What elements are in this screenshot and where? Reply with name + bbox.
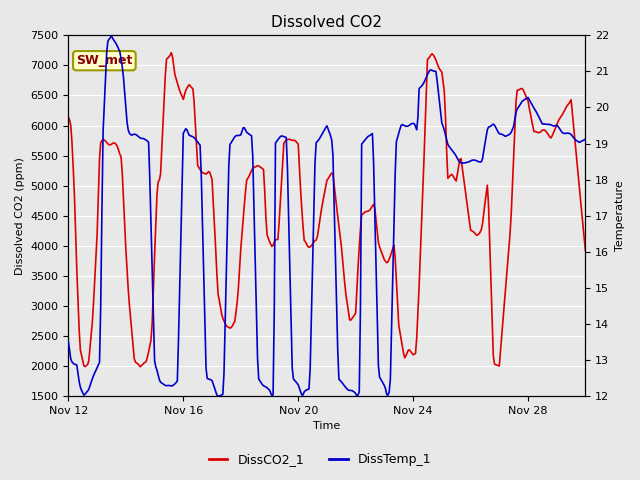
Y-axis label: Dissolved CO2 (ppm): Dissolved CO2 (ppm) <box>15 157 25 275</box>
Y-axis label: Temperature: Temperature <box>615 180 625 251</box>
Title: Dissolved CO2: Dissolved CO2 <box>271 15 383 30</box>
Text: SW_met: SW_met <box>76 54 132 67</box>
X-axis label: Time: Time <box>314 421 340 432</box>
Legend: DissCO2_1, DissTemp_1: DissCO2_1, DissTemp_1 <box>204 448 436 471</box>
